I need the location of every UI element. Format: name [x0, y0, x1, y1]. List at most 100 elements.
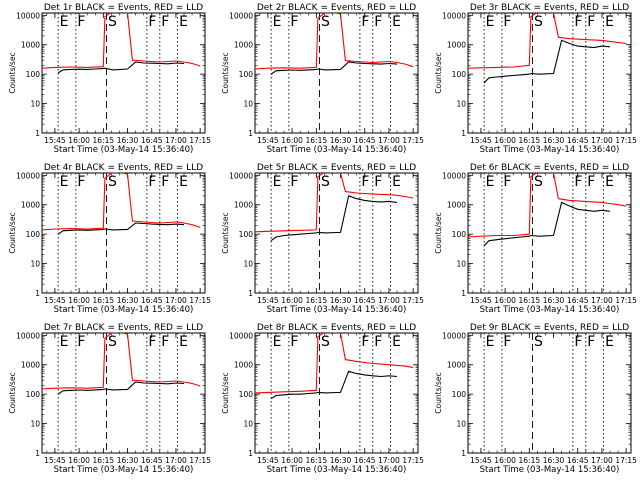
panel-title: Det 5r BLACK = Events, RED = LLD	[257, 163, 416, 173]
panel-title: Det 3r BLACK = Events, RED = LLD	[470, 3, 629, 13]
event-marker-label: F	[161, 334, 169, 350]
x-tick-label: 16:30	[117, 296, 139, 305]
x-axis-label: Start Time (03-May-14 15:36:40)	[480, 145, 620, 155]
x-tick-label: 16:15	[306, 296, 328, 305]
x-tick-label: 16:00	[68, 296, 90, 305]
y-tick-label: 1	[35, 289, 40, 298]
x-tick-label: 16:15	[93, 456, 115, 465]
event-marker-label: E	[605, 334, 614, 350]
x-axis-label: Start Time (03-May-14 15:36:40)	[54, 305, 194, 315]
x-tick-label: 16:15	[519, 456, 541, 465]
event-marker-label: F	[148, 334, 156, 350]
event-marker-label: F	[587, 14, 595, 30]
x-tick-label: 16:45	[567, 296, 589, 305]
x-tick-label: 16:30	[117, 136, 139, 145]
plot-frame	[41, 172, 206, 294]
x-axis-label: Start Time (03-May-14 15:36:40)	[480, 465, 620, 475]
y-tick-label: 10	[243, 100, 253, 109]
y-tick-label: 1000	[234, 201, 253, 210]
event-marker-label: S	[108, 14, 117, 30]
x-tick-label: 17:00	[165, 456, 187, 465]
event-marker-label: F	[161, 174, 169, 190]
event-marker-label: F	[587, 334, 595, 350]
x-tick-label: 15:45	[257, 456, 279, 465]
event-marker-label: E	[486, 174, 495, 190]
event-marker-label: E	[60, 334, 69, 350]
x-tick-label: 16:30	[330, 296, 352, 305]
event-marker-label: E	[605, 174, 614, 190]
x-tick-label: 17:00	[378, 456, 400, 465]
x-tick-label: 16:15	[93, 136, 115, 145]
y-tick-label: 100	[239, 390, 254, 399]
series-events-line	[270, 370, 398, 400]
series-lld-line	[42, 333, 201, 390]
x-axis-label: Start Time (03-May-14 15:36:40)	[267, 465, 407, 475]
x-axis-label: Start Time (03-May-14 15:36:40)	[480, 305, 620, 315]
event-marker-label: E	[179, 334, 188, 350]
event-marker-label: F	[361, 334, 369, 350]
y-axis-label: Counts/sec	[434, 52, 443, 93]
panel-title: Det 9r BLACK = Events, RED = LLD	[470, 323, 629, 333]
event-marker-label: E	[273, 14, 282, 30]
plot-frame	[467, 332, 632, 454]
y-axis-label: Counts/sec	[221, 52, 230, 93]
panel-title: Det 7r BLACK = Events, RED = LLD	[44, 323, 203, 333]
event-marker-label: F	[574, 14, 582, 30]
event-marker-label: E	[273, 334, 282, 350]
y-tick-label: 1000	[234, 361, 253, 370]
x-tick-label: 16:00	[281, 296, 303, 305]
x-tick-label: 16:30	[543, 296, 565, 305]
x-tick-label: 17:15	[402, 456, 424, 465]
event-marker-label: E	[392, 174, 401, 190]
plot-frame	[254, 12, 419, 134]
plot-frame	[467, 12, 632, 134]
series-events-line	[483, 39, 611, 84]
x-tick-label: 16:00	[494, 456, 516, 465]
series-lld-line	[255, 333, 414, 394]
event-marker-label: F	[374, 174, 382, 190]
panel-title: Det 6r BLACK = Events, RED = LLD	[470, 163, 629, 173]
detector-panel-3: Det 3r BLACK = Events, RED = LLD 1 10 100 10…	[434, 3, 637, 155]
event-marker-label: F	[374, 14, 382, 30]
y-tick-label: 1	[248, 449, 253, 458]
y-tick-label: 10	[456, 100, 466, 109]
event-marker-label: E	[486, 14, 495, 30]
event-marker-label: F	[587, 174, 595, 190]
x-tick-label: 17:15	[189, 136, 211, 145]
event-marker-label: F	[77, 14, 85, 30]
series-events-line	[270, 61, 398, 75]
y-tick-label: 1	[35, 449, 40, 458]
panel-title: Det 2r BLACK = Events, RED = LLD	[257, 3, 416, 13]
event-marker-label: S	[321, 334, 330, 350]
y-tick-label: 10	[30, 420, 40, 429]
x-axis-label: Start Time (03-May-14 15:36:40)	[267, 145, 407, 155]
event-marker-label: F	[574, 334, 582, 350]
y-axis-label: Counts/sec	[8, 372, 17, 413]
panel-title: Det 4r BLACK = Events, RED = LLD	[44, 163, 203, 173]
x-tick-label: 16:00	[494, 136, 516, 145]
event-marker-label: S	[534, 174, 543, 190]
x-tick-label: 16:45	[354, 296, 376, 305]
event-marker-label: F	[361, 174, 369, 190]
x-tick-label: 16:00	[68, 136, 90, 145]
y-tick-label: 10000	[16, 11, 40, 20]
y-tick-label: 1000	[234, 41, 253, 50]
event-marker-label: S	[534, 334, 543, 350]
x-tick-label: 17:00	[378, 136, 400, 145]
y-tick-label: 1000	[447, 201, 466, 210]
series-events-line	[270, 195, 398, 242]
y-axis-label: Counts/sec	[434, 372, 443, 413]
event-marker-label: F	[503, 334, 511, 350]
y-tick-label: 10	[456, 260, 466, 269]
series-events-line	[483, 201, 611, 247]
event-marker-label: F	[503, 174, 511, 190]
y-tick-label: 10000	[16, 171, 40, 180]
y-tick-label: 1	[248, 289, 253, 298]
y-tick-label: 10000	[229, 171, 253, 180]
x-tick-label: 15:45	[470, 456, 492, 465]
series-lld-line	[468, 173, 627, 238]
x-tick-label: 17:00	[378, 296, 400, 305]
event-marker-label: F	[148, 174, 156, 190]
y-tick-label: 1000	[447, 41, 466, 50]
